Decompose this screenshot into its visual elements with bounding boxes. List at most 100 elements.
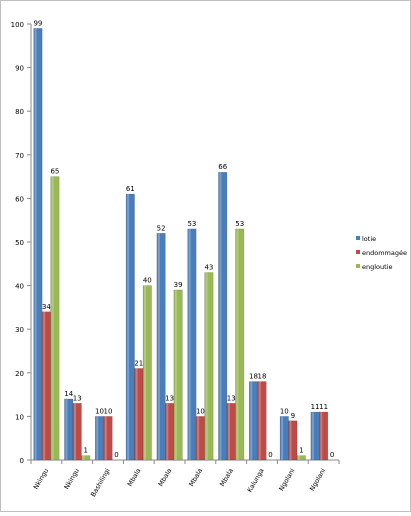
bar-endommagée [288, 420, 298, 461]
bar-highlight [73, 403, 76, 460]
bar-engloutie [235, 228, 245, 461]
legend-label: endommagée [362, 249, 407, 257]
bar-highlight [104, 416, 107, 460]
y-tick-label: 0 [20, 457, 24, 465]
data-label: 1 [299, 447, 303, 455]
data-label: 21 [134, 359, 143, 367]
y-tick-label: 100 [11, 21, 24, 29]
bar-endommagée [103, 416, 113, 461]
bar-lotie [187, 228, 197, 461]
y-tick-label: 70 [15, 152, 24, 160]
x-tick-label: Mbala [218, 467, 235, 488]
legend-label: lotie [362, 235, 376, 243]
bar-endommagée [319, 411, 329, 461]
data-label: 10 [196, 407, 205, 415]
x-tick-label: Kalunga [246, 467, 266, 494]
data-label: 9 [291, 412, 295, 420]
bar-engloutie [50, 176, 60, 461]
bar-lotie [33, 28, 43, 461]
data-label: 13 [73, 394, 82, 402]
bar-highlight [258, 381, 261, 460]
bar-highlight [43, 311, 46, 460]
bar-highlight [311, 412, 314, 460]
legend-swatch-lotie [356, 236, 360, 240]
data-label: 40 [143, 277, 152, 285]
legend: lotie endommagée engloutie [356, 235, 407, 271]
data-label: 18 [249, 373, 258, 381]
bar-highlight [250, 381, 253, 460]
bar-highlight [289, 420, 292, 460]
x-tick-label: Nkingu [63, 467, 81, 491]
bar-highlight [166, 403, 169, 460]
data-label: 0 [330, 451, 334, 459]
bar-endommagée [257, 381, 267, 461]
bar-highlight [227, 403, 230, 460]
data-label: 11 [311, 403, 320, 411]
y-tick-label: 30 [15, 326, 24, 334]
y-tick-label: 90 [15, 65, 24, 73]
data-label: 99 [33, 19, 42, 27]
data-label: 10 [95, 407, 104, 415]
y-tick-label: 40 [15, 283, 24, 291]
data-label: 61 [126, 185, 135, 193]
y-tick-label: 60 [15, 195, 24, 203]
y-tick-label: 10 [15, 413, 24, 421]
data-label: 1 [83, 447, 87, 455]
data-label: 0 [268, 451, 272, 459]
x-tick-label: Bashilingi [89, 467, 112, 498]
bars [33, 28, 329, 461]
bar-highlight [65, 398, 68, 460]
bar-highlight [174, 289, 177, 460]
data-label: 66 [218, 163, 227, 171]
bar-highlight [298, 455, 301, 460]
data-label: 65 [50, 168, 59, 176]
x-tick-label: Mbala [157, 467, 174, 488]
bar-highlight [320, 412, 323, 460]
bar-highlight [219, 172, 222, 461]
x-tick-label: Mbala [126, 467, 143, 488]
bar-highlight [205, 272, 208, 460]
y-tick-label: 20 [15, 370, 24, 378]
data-label: 39 [174, 281, 183, 289]
bar-highlight [51, 176, 54, 460]
bar-highlight [127, 194, 130, 461]
bar-highlight [236, 228, 239, 460]
x-tick-label: Ngolani [277, 467, 296, 493]
x-tick-label: Ngolani [308, 467, 327, 493]
legend-swatch-engloutie [356, 264, 360, 268]
legend-label: engloutie [362, 263, 393, 271]
data-label: 10 [104, 407, 113, 415]
data-label: 53 [187, 220, 196, 228]
bar-highlight [281, 416, 284, 460]
x-tick-label: Mbala [187, 467, 204, 488]
bar-engloutie [81, 455, 91, 461]
data-label: 18 [258, 373, 267, 381]
x-tick-labels: Nkingu Nkingu Bashilingi Mbala Mbala Mbala Mba… [32, 467, 328, 498]
data-label: 0 [114, 451, 118, 459]
bar-highlight [157, 233, 160, 460]
data-label: 53 [235, 220, 244, 228]
bar-endommagée [72, 403, 82, 461]
bar-highlight [34, 28, 37, 461]
data-label: 52 [157, 224, 166, 232]
bar-highlight [96, 416, 99, 460]
data-label: 10 [280, 407, 289, 415]
y-tick-label: 50 [15, 239, 24, 247]
bar-highlight [82, 455, 85, 460]
data-label: 13 [227, 394, 236, 402]
bar-highlight [188, 228, 191, 460]
bar-engloutie [173, 289, 183, 461]
bar-highlight [144, 285, 147, 460]
y-tick-label: 80 [15, 108, 24, 116]
bar-engloutie [204, 272, 214, 461]
data-label: 43 [204, 264, 213, 272]
data-label: 13 [165, 394, 174, 402]
bar-engloutie [142, 285, 152, 461]
bar-engloutie [296, 455, 306, 461]
bar-highlight [197, 416, 200, 460]
data-label: 11 [319, 403, 328, 411]
legend-swatch-endommagée [356, 250, 360, 254]
